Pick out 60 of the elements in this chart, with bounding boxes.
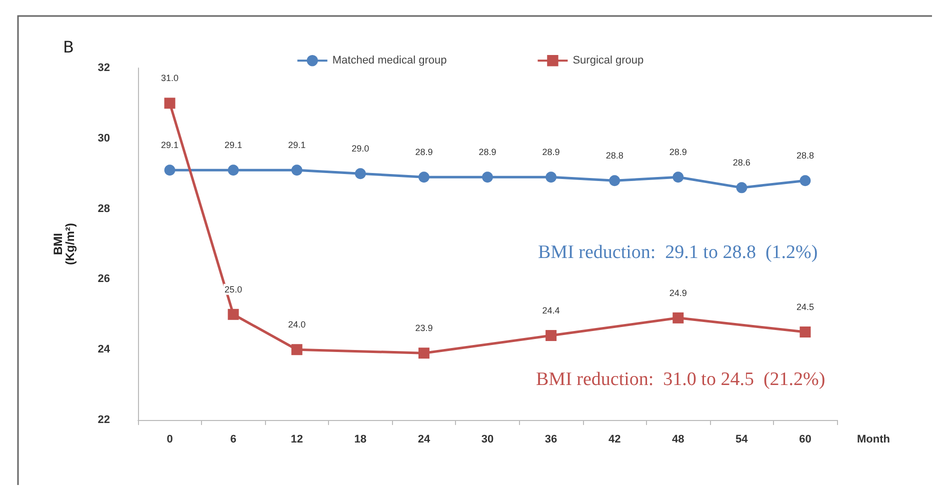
data-label: 29.0 <box>352 144 370 154</box>
data-label: 28.9 <box>478 147 496 158</box>
annotation: BMI reduction: 29.1 to 28.8 (1.2%) <box>538 242 818 263</box>
data-label: 28.8 <box>796 150 814 161</box>
chart-title: B <box>63 38 74 56</box>
x-tick-label: 36 <box>544 434 558 446</box>
x-tick-label: 42 <box>608 434 621 446</box>
x-axis-title: Month <box>857 434 890 446</box>
point <box>672 312 684 324</box>
annotation: BMI reduction: 31.0 to 24.5 (21.2%) <box>536 369 826 390</box>
point <box>546 330 557 342</box>
y-tick-label: 24 <box>98 344 111 356</box>
point <box>354 168 366 180</box>
legend-label: Surgical group <box>572 54 644 67</box>
data-label: 29.1 <box>288 140 306 150</box>
point <box>482 172 493 183</box>
x-tick-label: 12 <box>290 434 303 446</box>
data-label: 31.0 <box>161 73 179 84</box>
point <box>546 172 557 183</box>
data-label: 28.9 <box>669 147 687 158</box>
point <box>228 164 239 176</box>
point <box>164 164 176 176</box>
data-label: 24.0 <box>288 320 306 330</box>
x-tick-label: 18 <box>354 434 367 446</box>
data-label: 28.8 <box>606 150 624 161</box>
point <box>418 348 430 359</box>
point <box>736 182 748 194</box>
point <box>291 344 302 356</box>
data-label: 29.1 <box>224 140 242 150</box>
y-tick-label: 26 <box>98 273 110 286</box>
data-label: 24.5 <box>796 302 814 312</box>
x-tick-label: 24 <box>418 434 431 446</box>
point <box>672 172 684 183</box>
legend-label: Matched medical group <box>332 54 447 67</box>
y-tick-label: 30 <box>98 132 110 144</box>
data-label: 24.4 <box>542 306 560 316</box>
data-label: 28.9 <box>415 147 433 158</box>
x-tick-label: 48 <box>672 434 684 446</box>
x-tick-label: 6 <box>230 434 236 446</box>
data-label: 23.9 <box>415 323 433 334</box>
point <box>609 175 620 186</box>
point <box>164 98 176 109</box>
point <box>800 175 811 186</box>
x-tick-label: 60 <box>799 434 812 446</box>
x-tick-label: 0 <box>166 434 173 446</box>
y-tick-label: 32 <box>98 62 110 74</box>
x-tick-label: 30 <box>481 434 494 446</box>
data-label: 28.9 <box>542 147 560 158</box>
point <box>800 326 811 338</box>
data-label: 25.0 <box>224 284 242 294</box>
point <box>418 172 430 183</box>
y-tick-label: 28 <box>98 202 110 215</box>
point <box>291 164 302 176</box>
data-label: 24.9 <box>669 288 687 298</box>
y-axis-title: BMI (Kg/m²) <box>51 223 77 265</box>
y-tick-label: 22 <box>98 414 110 426</box>
x-tick-label: 54 <box>736 434 749 446</box>
data-label: 28.6 <box>732 158 750 168</box>
data-label: 29.1 <box>161 140 179 150</box>
point <box>228 308 239 320</box>
